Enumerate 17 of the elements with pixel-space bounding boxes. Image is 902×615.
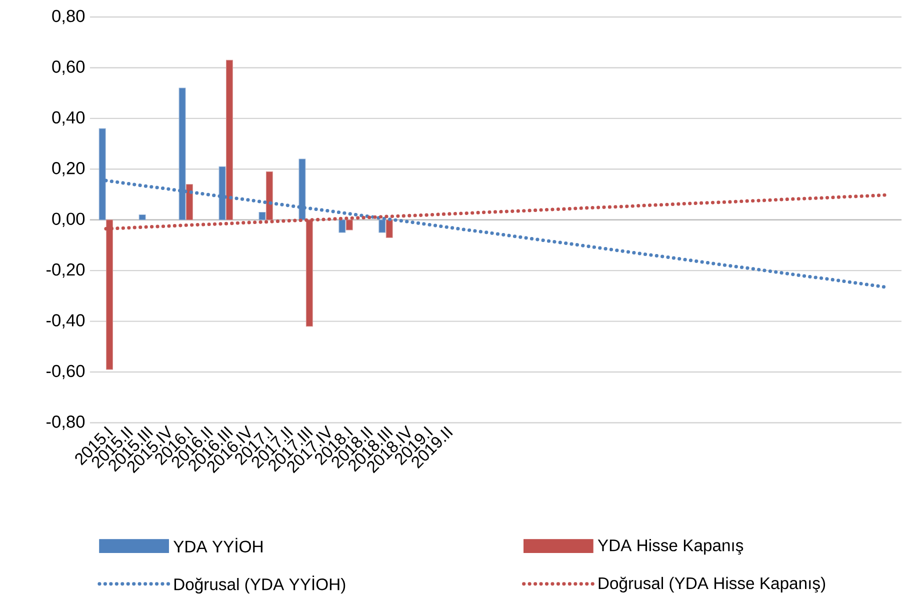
y-tick-label: 0,20 — [52, 162, 85, 176]
y-tick-label: 0,00 — [52, 212, 85, 228]
bar — [338, 220, 346, 234]
y-tick-label: 0,40 — [52, 111, 85, 126]
bar — [186, 184, 193, 220]
legend-label: Doğrusal (YDA Hisse Kapanış) — [598, 576, 826, 593]
y-tick-label: 0,80 — [52, 10, 85, 24]
y-tick-label: -0,20 — [46, 264, 85, 278]
y-tick-label: -0,40 — [46, 314, 85, 329]
bar — [378, 220, 386, 234]
bar — [138, 214, 146, 220]
y-tick-label: 0,60 — [52, 60, 85, 76]
y-tick-label: -0,60 — [46, 365, 85, 380]
bar — [258, 212, 266, 220]
legend-label: Doğrusal (YDA YYİOH) — [174, 576, 346, 594]
legend-label: YDA YYİOH — [173, 538, 262, 553]
legend-label: YDA Hisse Kapanış — [598, 539, 744, 555]
